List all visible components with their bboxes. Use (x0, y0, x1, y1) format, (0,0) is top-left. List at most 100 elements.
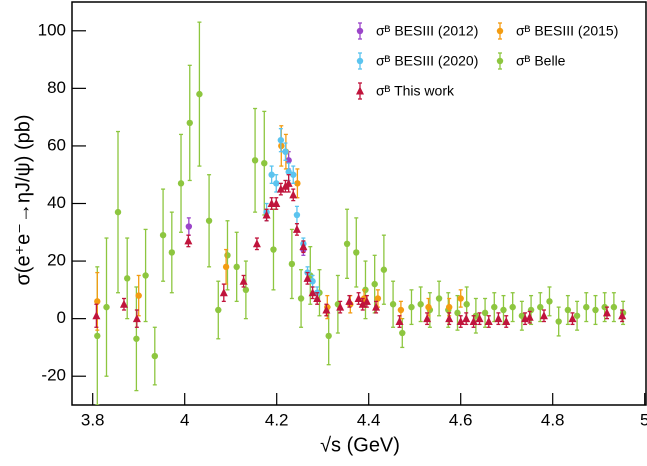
data-point (299, 242, 308, 251)
data-point (445, 314, 454, 323)
y-tick-label: 20 (47, 251, 66, 270)
data-point (292, 224, 301, 233)
data-point (343, 240, 351, 247)
data-point (537, 303, 544, 311)
data-point (463, 301, 470, 308)
data-point (509, 303, 516, 311)
data-point (222, 263, 230, 271)
data-point (135, 292, 142, 299)
data-point (395, 317, 404, 326)
data-point (239, 276, 248, 285)
data-point (592, 306, 599, 314)
data-point (408, 303, 415, 311)
data-point (602, 308, 611, 317)
data-point (185, 223, 193, 230)
data-point (273, 180, 280, 187)
data-point (268, 171, 275, 178)
data-point (285, 168, 292, 176)
data-point (525, 312, 534, 321)
data-point (469, 317, 478, 326)
data-point (435, 295, 443, 302)
legend-marker (356, 57, 364, 65)
data-point (472, 312, 480, 319)
data-point (159, 231, 167, 239)
x-axis-title: √s (GeV) (320, 434, 400, 456)
data-point (132, 314, 141, 323)
data-point (252, 239, 261, 248)
data-point (272, 199, 281, 207)
data-point (539, 311, 548, 320)
data-point (133, 335, 140, 342)
data-point (362, 296, 371, 305)
data-point (270, 246, 277, 253)
legend-label: σᴮ This work (376, 83, 455, 99)
data-point (583, 303, 590, 311)
legend-label: σᴮ BESIII (2020) (376, 53, 478, 69)
data-point (372, 302, 381, 311)
data-point (177, 180, 185, 187)
x-tick-label: 4.8 (541, 410, 565, 429)
data-point (354, 293, 363, 302)
x-tick-label: 3.8 (81, 410, 105, 429)
data-point (196, 90, 203, 98)
data-point (276, 184, 285, 193)
x-tick-label: 4.2 (265, 410, 289, 429)
data-point (345, 296, 354, 305)
data-point (610, 303, 618, 311)
data-point (500, 306, 507, 314)
data-point (358, 299, 367, 308)
data-point (303, 273, 312, 282)
x-tick-label: 4.6 (449, 410, 473, 429)
data-point (168, 249, 176, 256)
data-point (119, 299, 128, 308)
data-point (380, 266, 388, 273)
data-point (288, 260, 296, 268)
data-point (215, 306, 222, 314)
data-point (336, 302, 345, 311)
data-point (518, 312, 526, 319)
data-point (389, 301, 397, 308)
data-point (282, 148, 289, 155)
data-point (293, 211, 301, 219)
data-point (462, 314, 471, 323)
data-point (124, 275, 131, 282)
data-point (94, 332, 101, 340)
legend-label: σᴮ BESIII (2015) (516, 23, 618, 39)
data-point (297, 295, 305, 302)
data-point (494, 314, 503, 323)
y-tick-label: -20 (41, 366, 66, 385)
data-point (423, 314, 432, 323)
data-point (399, 329, 406, 337)
y-tick-label: 100 (38, 20, 66, 39)
data-point (94, 298, 101, 305)
legend-marker (356, 86, 364, 95)
y-tick-label: 40 (47, 193, 66, 212)
data-point (481, 309, 489, 317)
y-tick-label: 0 (57, 308, 66, 327)
data-point (277, 136, 285, 144)
data-point (397, 306, 405, 314)
data-point (527, 306, 535, 314)
data-point (546, 298, 553, 305)
data-point (446, 303, 453, 311)
data-point (205, 217, 213, 224)
data-point (454, 309, 461, 317)
data-point (219, 288, 228, 297)
data-point (322, 305, 331, 314)
data-point (186, 119, 193, 127)
legend-marker (356, 27, 364, 35)
data-point (142, 272, 149, 279)
legend-marker (496, 57, 504, 65)
y-axis-title: σ(e⁺e⁻→ηJ/ψ) (pb) (12, 114, 34, 285)
data-point (242, 286, 250, 294)
data-point (224, 252, 231, 259)
data-point (353, 249, 360, 256)
data-point (294, 180, 301, 187)
data-point (289, 190, 298, 199)
data-point (261, 160, 268, 167)
data-point (555, 318, 562, 325)
data-point (568, 314, 577, 323)
legend-label: σᴮ BESIII (2012) (376, 23, 478, 39)
data-point (325, 332, 332, 340)
